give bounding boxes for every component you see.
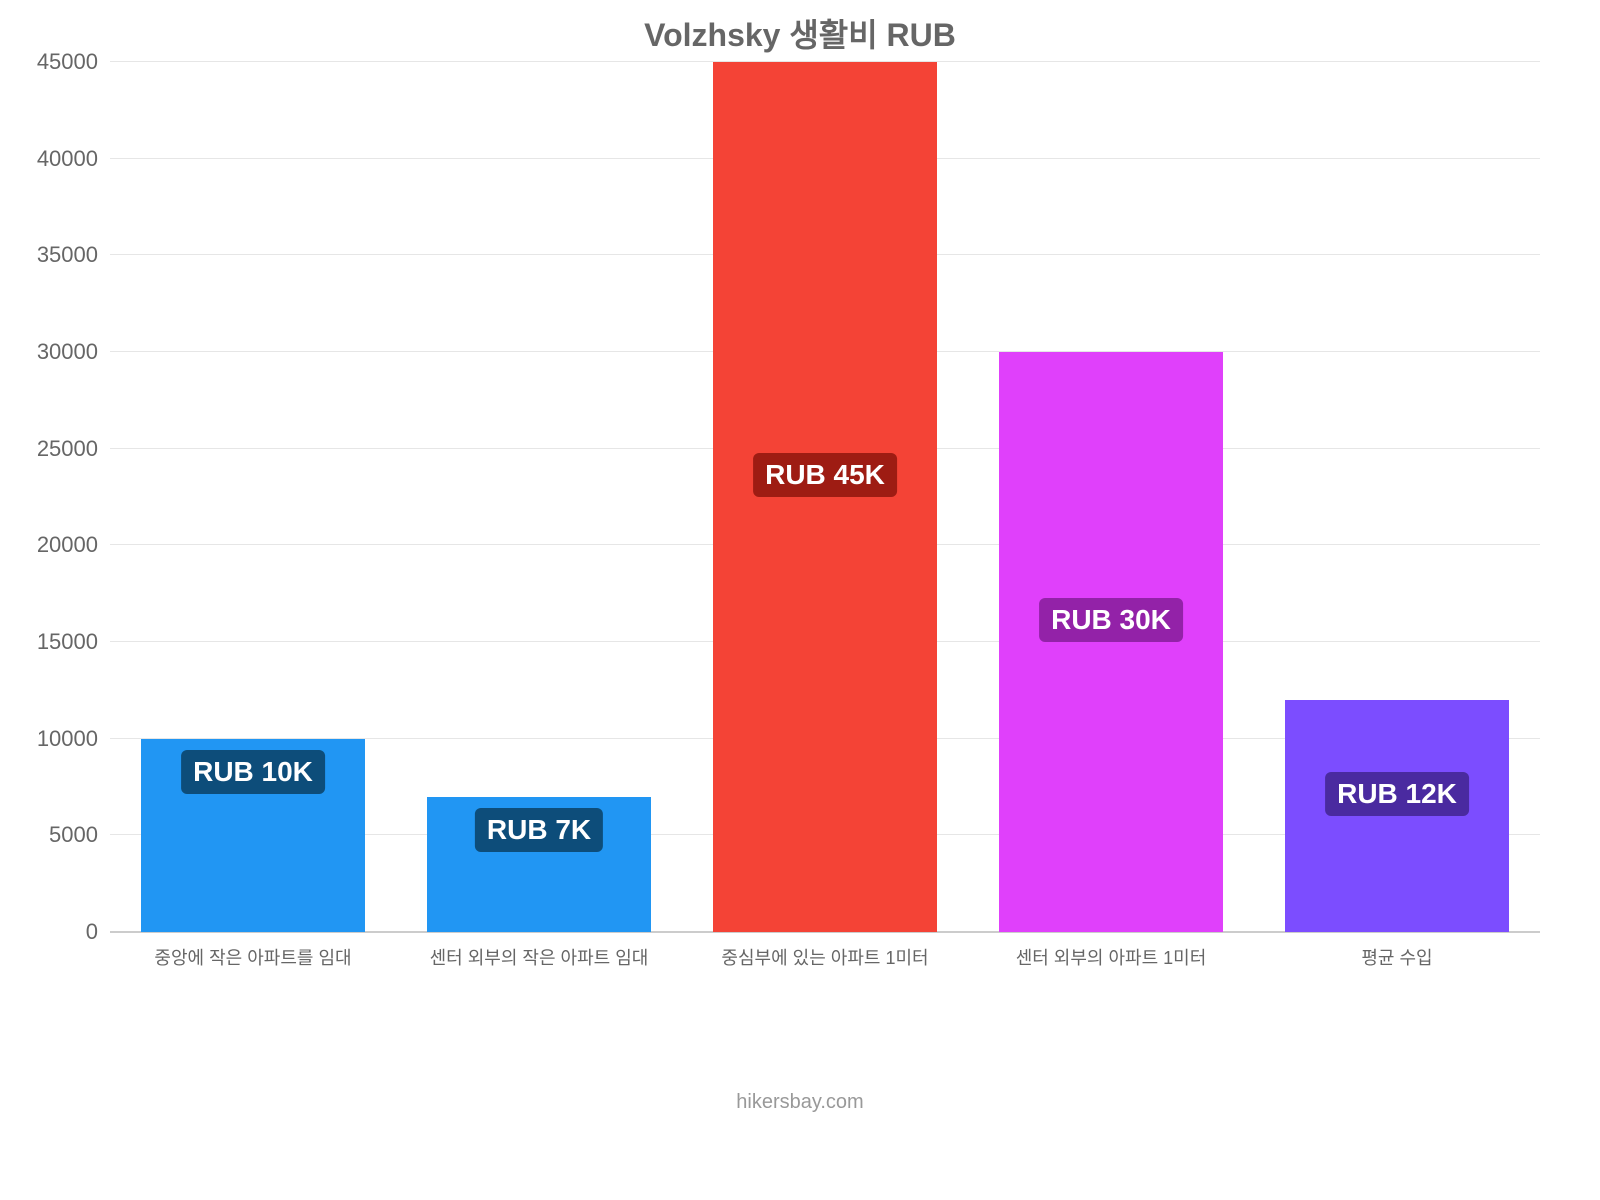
y-tick: 20000	[37, 532, 110, 558]
y-tick: 40000	[37, 146, 110, 172]
bar	[713, 62, 936, 932]
y-tick: 25000	[37, 436, 110, 462]
chart-footer: hikersbay.com	[0, 1091, 1600, 1114]
data-label: RUB 10K	[181, 750, 325, 794]
y-tick: 0	[86, 919, 110, 945]
y-tick: 30000	[37, 339, 110, 365]
y-tick: 15000	[37, 629, 110, 655]
x-label: 센터 외부의 아파트 1미터	[968, 944, 1254, 970]
y-tick: 35000	[37, 242, 110, 268]
data-label: RUB 45K	[753, 453, 897, 497]
bar	[999, 352, 1222, 932]
y-tick: 10000	[37, 726, 110, 752]
chart-title: Volzhsky 생활비 RUB	[0, 10, 1600, 56]
chart-container: Volzhsky 생활비 RUB 05000100001500020000250…	[0, 0, 1600, 1200]
y-tick: 5000	[49, 822, 110, 848]
data-label: RUB 30K	[1039, 598, 1183, 642]
x-label: 중심부에 있는 아파트 1미터	[682, 944, 968, 970]
plot-area: 0500010000150002000025000300003500040000…	[110, 62, 1540, 932]
data-label: RUB 12K	[1325, 772, 1469, 816]
bar	[1285, 700, 1508, 932]
x-label: 센터 외부의 작은 아파트 임대	[396, 944, 682, 970]
x-label: 중앙에 작은 아파트를 임대	[110, 944, 396, 970]
data-label: RUB 7K	[475, 808, 603, 852]
y-tick: 45000	[37, 49, 110, 75]
x-label: 평균 수입	[1254, 944, 1540, 970]
